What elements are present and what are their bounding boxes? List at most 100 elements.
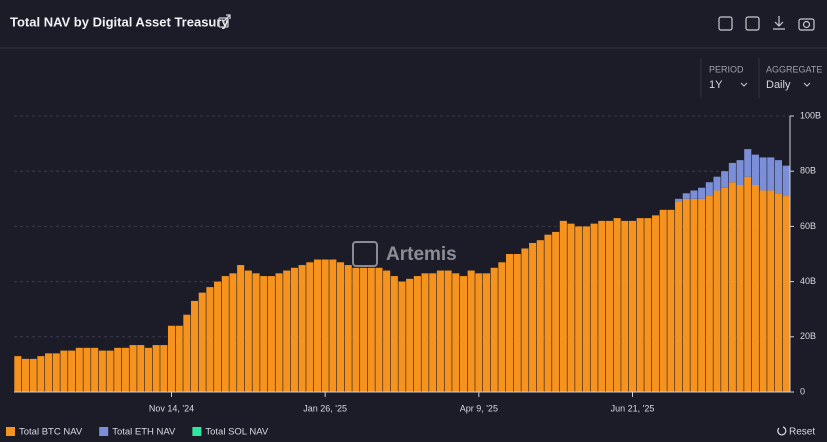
bar	[137, 345, 145, 392]
bar	[613, 218, 621, 392]
chart-title: Total NAV by Digital Asset Treasury	[10, 14, 229, 29]
bar	[152, 345, 160, 392]
bar	[198, 292, 206, 392]
bar	[429, 273, 437, 392]
bar	[45, 353, 53, 392]
bar	[106, 350, 114, 392]
bar	[352, 267, 360, 392]
y-tick-label: 20B	[800, 331, 816, 341]
bar	[421, 273, 429, 392]
bar	[682, 198, 690, 392]
bar	[175, 325, 183, 392]
bar	[698, 198, 706, 392]
bar	[744, 149, 752, 177]
bar	[544, 234, 552, 392]
bar	[52, 353, 60, 392]
bar	[383, 270, 391, 392]
watermark-text: Artemis	[386, 244, 457, 265]
legend: Total BTC NAV Total ETH NAV Total SOL NAV	[6, 427, 269, 438]
period-label: PERIOD	[709, 64, 744, 74]
bar	[744, 176, 752, 392]
bar	[114, 347, 122, 392]
legend-label[interactable]: Total SOL NAV	[205, 427, 268, 438]
bar	[705, 196, 713, 392]
toolbar	[718, 16, 815, 31]
bar	[498, 262, 506, 392]
bar	[367, 267, 375, 392]
bar	[667, 209, 675, 392]
bar	[721, 187, 729, 392]
bar	[290, 267, 298, 392]
bar	[713, 190, 721, 392]
bar	[144, 347, 152, 392]
bar	[475, 273, 483, 392]
period-select[interactable]: 1Y	[709, 79, 723, 91]
bar	[129, 345, 137, 392]
bar	[767, 190, 775, 392]
bar	[482, 273, 491, 392]
bar	[191, 300, 199, 392]
bar	[652, 215, 660, 392]
bar	[659, 209, 667, 392]
bar	[467, 270, 475, 392]
aggregate-select[interactable]: Daily	[766, 79, 791, 91]
bar	[728, 182, 736, 392]
bar	[529, 242, 537, 392]
screenshot-button[interactable]	[798, 18, 815, 31]
bar	[398, 281, 406, 392]
bar	[260, 276, 268, 392]
bar	[275, 273, 283, 392]
bar	[521, 248, 529, 392]
watermark: Artemis	[352, 241, 457, 267]
chevron	[803, 82, 811, 87]
bar	[774, 160, 783, 194]
x-tick-label: Jan 26, '25	[303, 403, 347, 413]
reset-button[interactable]: Reset	[777, 426, 816, 438]
aggregate-label: AGGREGATE	[766, 64, 822, 74]
bar	[452, 273, 460, 392]
bar	[75, 347, 83, 392]
bar	[751, 154, 759, 185]
bar	[682, 193, 690, 199]
bar	[782, 196, 790, 392]
bars	[14, 149, 790, 392]
bar	[221, 276, 229, 392]
bar	[728, 162, 736, 183]
bar	[237, 265, 245, 392]
bar	[567, 223, 575, 392]
bar	[83, 347, 91, 392]
bar	[267, 276, 275, 392]
bar	[536, 240, 544, 392]
download-button[interactable]	[773, 16, 785, 30]
bar	[705, 182, 713, 197]
legend-swatch	[192, 427, 202, 436]
legend-label[interactable]: Total ETH NAV	[112, 427, 176, 438]
bar	[759, 190, 767, 392]
bar	[582, 226, 590, 392]
bar	[675, 198, 683, 202]
bar	[306, 262, 314, 392]
sum-button[interactable]	[745, 16, 760, 31]
embed-button[interactable]	[718, 16, 733, 31]
bar	[605, 220, 613, 392]
bar	[14, 356, 22, 392]
legend-label[interactable]: Total BTC NAV	[19, 427, 83, 438]
bar	[751, 185, 759, 392]
reset-text[interactable]: Reset	[789, 427, 815, 438]
bar	[329, 259, 337, 392]
bar	[490, 267, 498, 392]
bar	[336, 262, 345, 392]
bar	[298, 265, 306, 392]
external-link-icon[interactable]	[218, 14, 231, 28]
y-tick-label: 0	[800, 386, 805, 396]
bar	[736, 160, 744, 185]
bar	[244, 270, 252, 392]
bar	[375, 267, 383, 392]
bar	[252, 273, 260, 392]
bar	[183, 314, 191, 392]
bar	[721, 171, 729, 188]
x-tick-label: Apr 9, '25	[460, 403, 498, 413]
bar	[713, 176, 721, 191]
bar	[37, 356, 45, 392]
